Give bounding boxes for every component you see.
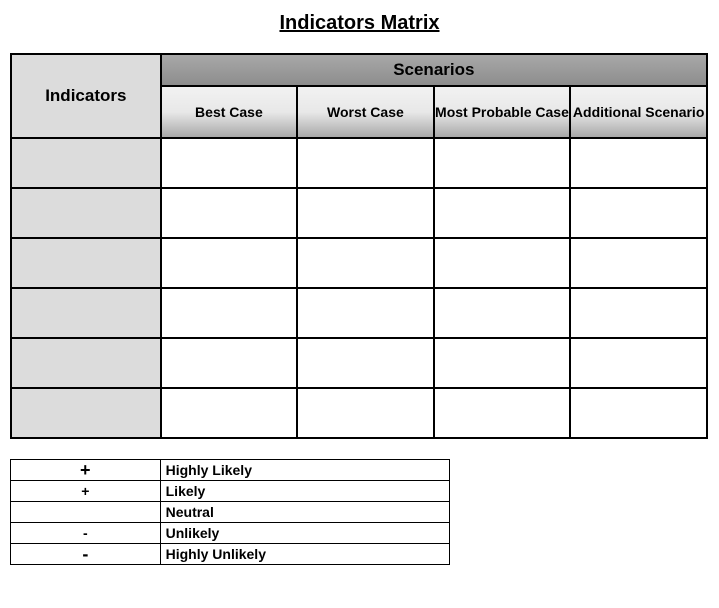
table-row [11, 138, 707, 188]
scenarios-header: Scenarios [161, 54, 707, 86]
col-header-additional: Additional Scenario [570, 86, 707, 138]
value-cell [161, 188, 297, 238]
legend-table: + Highly Likely + Likely Neutral - Unlik… [10, 459, 450, 565]
table-row [11, 338, 707, 388]
value-cell [297, 188, 434, 238]
indicators-header: Indicators [11, 54, 161, 138]
col-header-worst-case: Worst Case [297, 86, 434, 138]
indicator-cell [11, 138, 161, 188]
value-cell [161, 238, 297, 288]
value-cell [570, 338, 707, 388]
value-cell [570, 188, 707, 238]
indicator-cell [11, 388, 161, 438]
value-cell [570, 138, 707, 188]
indicators-matrix-table: Indicators Scenarios Best Case Worst Cas… [10, 53, 708, 439]
indicator-cell [11, 188, 161, 238]
legend-symbol: + [11, 481, 161, 502]
table-row [11, 388, 707, 438]
legend-row: - Unlikely [11, 523, 450, 544]
legend-label: Highly Unlikely [160, 544, 449, 565]
value-cell [434, 188, 571, 238]
value-cell [297, 288, 434, 338]
value-cell [161, 388, 297, 438]
col-header-most-probable: Most Probable Case [434, 86, 571, 138]
page-title: Indicators Matrix [10, 12, 709, 35]
value-cell [570, 288, 707, 338]
legend-symbol: - [11, 523, 161, 544]
value-cell [434, 388, 571, 438]
legend-symbol: - [11, 544, 161, 565]
legend-row: + Likely [11, 481, 450, 502]
value-cell [434, 138, 571, 188]
value-cell [570, 388, 707, 438]
legend-row: - Highly Unlikely [11, 544, 450, 565]
indicator-cell [11, 288, 161, 338]
col-header-best-case: Best Case [161, 86, 297, 138]
value-cell [161, 138, 297, 188]
table-row [11, 288, 707, 338]
legend-label: Likely [160, 481, 449, 502]
value-cell [297, 138, 434, 188]
value-cell [434, 238, 571, 288]
indicator-cell [11, 338, 161, 388]
legend-symbol [11, 502, 161, 523]
table-row [11, 188, 707, 238]
legend-row: Neutral [11, 502, 450, 523]
legend-label: Neutral [160, 502, 449, 523]
value-cell [297, 388, 434, 438]
value-cell [434, 338, 571, 388]
value-cell [297, 238, 434, 288]
legend-label: Highly Likely [160, 460, 449, 481]
legend-label: Unlikely [160, 523, 449, 544]
value-cell [434, 288, 571, 338]
value-cell [297, 338, 434, 388]
value-cell [161, 338, 297, 388]
indicator-cell [11, 238, 161, 288]
legend-symbol: + [11, 460, 161, 481]
value-cell [570, 238, 707, 288]
value-cell [161, 288, 297, 338]
table-row [11, 238, 707, 288]
legend-row: + Highly Likely [11, 460, 450, 481]
